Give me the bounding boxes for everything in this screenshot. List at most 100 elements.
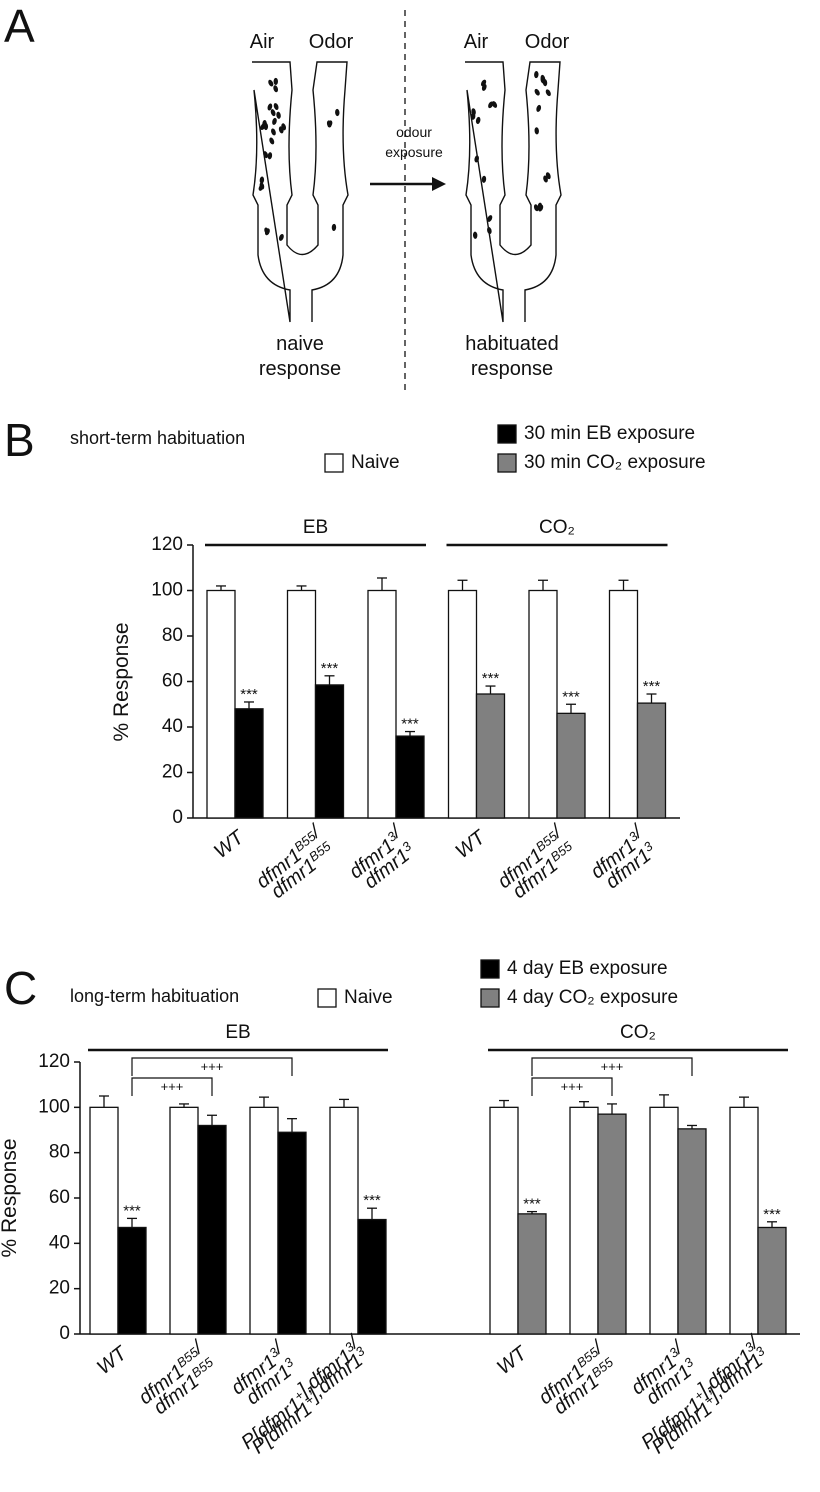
bar	[649, 1106, 679, 1335]
panel-a: A Air Odor Air Odor odour exposure naive…	[4, 0, 570, 392]
significance: ***	[123, 1202, 141, 1219]
fly	[475, 116, 481, 124]
panel-label: A	[4, 0, 35, 52]
x-tick-label: dfmr1B55/dfmr1B55	[130, 1336, 223, 1423]
significance: ***	[321, 660, 339, 677]
legend-label: 4 day CO₂ exposure	[507, 987, 678, 1008]
fly	[537, 202, 543, 210]
arm-label: Odor	[309, 31, 354, 53]
y-tick-label: 120	[151, 534, 183, 555]
fly	[278, 126, 284, 134]
fly	[273, 85, 279, 93]
error-bar	[367, 1207, 377, 1220]
group-label: CO₂	[620, 1022, 656, 1043]
bar	[395, 735, 425, 819]
fly	[487, 215, 493, 222]
bracket	[531, 1057, 693, 1076]
x-tick-label: WT	[93, 1342, 132, 1380]
fly	[271, 128, 276, 136]
bar	[206, 589, 236, 819]
maze-outline	[465, 61, 562, 323]
legend-swatch	[480, 988, 500, 1008]
arm-label: Odor	[525, 31, 570, 53]
bar	[367, 589, 397, 819]
bar	[234, 708, 264, 819]
fly	[545, 89, 551, 97]
legend-swatch	[324, 453, 344, 473]
bar	[286, 589, 317, 819]
significance: ***	[643, 678, 661, 695]
error-bar	[607, 1103, 617, 1115]
y-tick-label: 80	[162, 625, 183, 646]
fly	[264, 228, 270, 236]
response-label: habituated	[465, 333, 558, 355]
bar	[117, 1226, 147, 1335]
t-maze	[465, 61, 562, 323]
error-bar	[457, 579, 468, 591]
t-maze	[252, 61, 349, 323]
fly	[534, 127, 539, 135]
y-tick-label: 100	[38, 1096, 70, 1117]
arrow-head	[432, 177, 446, 191]
y-tick-label: 40	[49, 1232, 70, 1253]
fly	[331, 223, 337, 232]
error-bar	[767, 1221, 777, 1228]
error-bar	[99, 1095, 109, 1108]
response-label: response	[259, 358, 341, 380]
y-tick-label: 20	[162, 762, 183, 783]
bracket	[131, 1057, 293, 1076]
error-bar	[259, 1096, 269, 1108]
fly	[272, 117, 277, 125]
arm-label: Air	[250, 31, 275, 53]
error-bar	[499, 1099, 509, 1108]
bar	[357, 1218, 387, 1335]
bar	[489, 1106, 519, 1335]
fly	[278, 233, 284, 241]
error-bar	[566, 703, 576, 714]
error-bar	[127, 1217, 137, 1228]
fly	[270, 109, 276, 117]
fly	[268, 79, 274, 87]
legend-swatch	[480, 959, 500, 979]
error-bar	[538, 579, 548, 591]
bracket-label: +++	[561, 1079, 584, 1094]
error-bar	[579, 1101, 589, 1108]
error-bar	[527, 1210, 537, 1214]
y-axis-label: % Response	[110, 622, 133, 741]
error-bar	[485, 685, 496, 695]
bar	[447, 589, 478, 819]
group-label: EB	[225, 1022, 250, 1043]
fly	[491, 101, 498, 108]
bar	[677, 1128, 707, 1335]
error-bar	[405, 730, 415, 737]
bracket-label: +++	[601, 1059, 624, 1074]
bar	[329, 1106, 359, 1335]
response-label: response	[471, 358, 553, 380]
bracket-label: +++	[161, 1079, 184, 1094]
error-bar	[646, 693, 657, 704]
fly	[545, 172, 551, 180]
panel-label: B	[4, 414, 35, 466]
bar	[314, 684, 345, 819]
x-tick-label: WT	[493, 1342, 532, 1380]
bar	[597, 1113, 627, 1335]
legend-swatch	[317, 988, 337, 1008]
fly	[326, 120, 332, 128]
fly	[470, 112, 476, 120]
x-tick-label: WT	[210, 826, 249, 864]
fly	[267, 103, 273, 111]
y-tick-label: 0	[172, 807, 183, 828]
bar	[556, 712, 586, 819]
bracket	[531, 1077, 613, 1096]
bar	[569, 1106, 599, 1335]
bracket-label: +++	[201, 1059, 224, 1074]
label-text: WT	[493, 1342, 532, 1380]
bar	[277, 1131, 307, 1335]
error-bar	[618, 579, 629, 591]
fly	[269, 137, 275, 145]
error-bar	[339, 1098, 349, 1108]
legend-label: 30 min CO₂ exposure	[524, 452, 706, 473]
error-bar	[687, 1124, 697, 1129]
fly	[536, 104, 542, 112]
significance: ***	[523, 1196, 541, 1213]
